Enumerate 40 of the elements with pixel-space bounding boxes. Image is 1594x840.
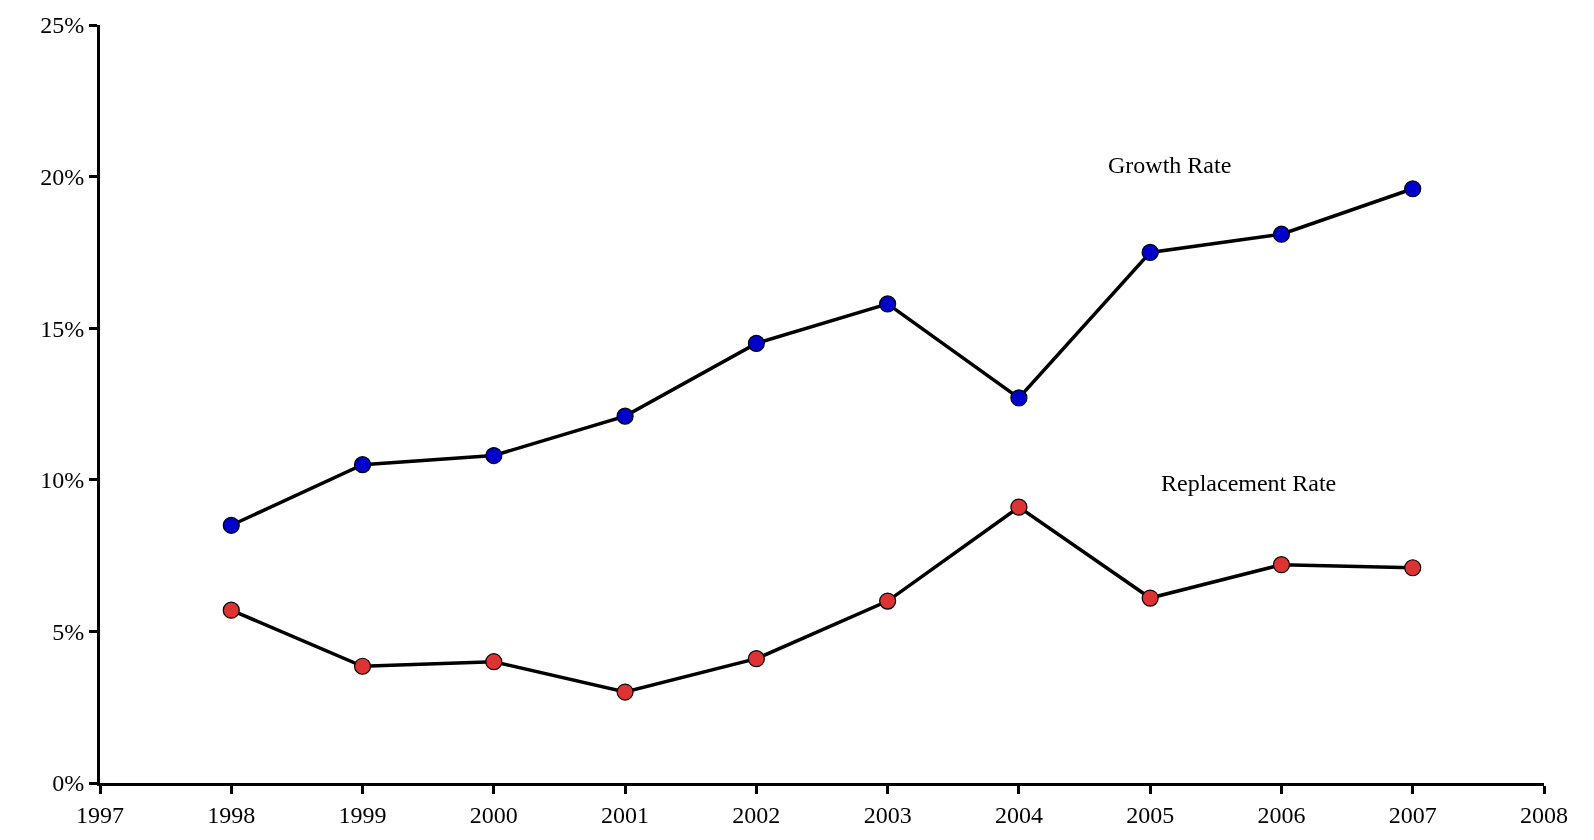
point [1404,559,1422,577]
point [1141,243,1159,261]
x-tick-label: 2005 [1126,801,1175,828]
x-tick-label: 2002 [732,801,781,828]
text: Replacement Rate [1161,470,1337,496]
point [1272,225,1291,243]
x-tick-label: 2008 [1520,801,1568,828]
y-tick-label: 5% [52,618,85,645]
x-tick-label: 1999 [338,801,387,828]
point [353,657,372,675]
x-tick-label: 1998 [207,801,256,828]
point [616,407,634,425]
y-tick-label: 0% [52,770,85,797]
y-tick-label: 20% [40,164,85,190]
point [1272,556,1291,574]
point [747,650,765,668]
point [485,653,503,671]
y-tick-label: 25% [40,12,85,39]
point [1141,589,1159,607]
point [1010,389,1028,407]
x-tick-label: 2001 [601,801,650,828]
point [879,295,897,313]
point [616,683,634,701]
x-tick-label: 2000 [469,801,518,828]
point [747,334,765,352]
point [1404,180,1422,198]
x-tick-label: 2006 [1257,801,1306,828]
point [1010,498,1028,516]
text: Growth Rate [1108,152,1232,178]
x-tick-label: 1997 [76,801,124,828]
point [485,446,503,465]
point [222,516,240,534]
point [222,601,240,619]
x-tick-label: 2007 [1388,801,1437,828]
point [353,456,372,474]
x-tick-label: 2004 [994,801,1043,828]
point [879,592,897,610]
y-tick-label: 10% [40,467,85,494]
y-tick-label: 15% [40,315,85,342]
x-tick-label: 2003 [863,801,912,828]
